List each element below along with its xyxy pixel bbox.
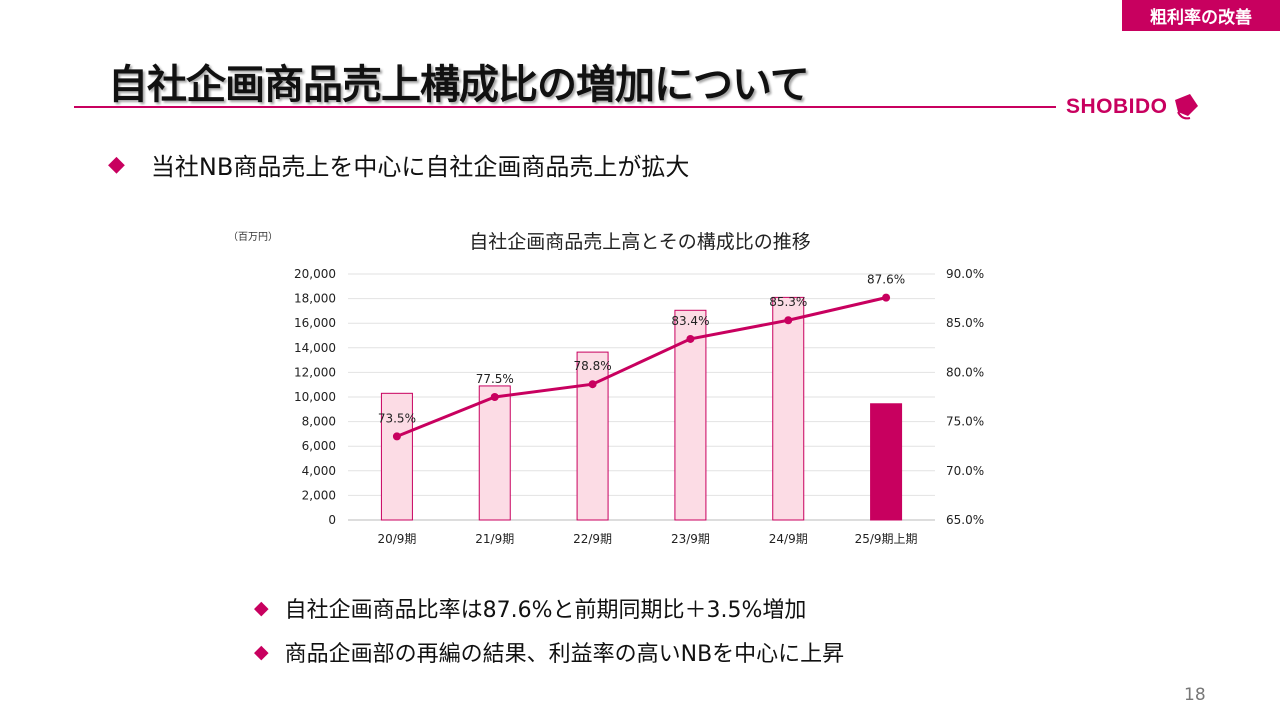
y-left-tick-label: 14,000 [294, 341, 336, 355]
ratio-point [490, 393, 499, 401]
chart-bar [380, 392, 413, 521]
y-right-tick-label: 75.0% [946, 415, 984, 429]
ratio-line [396, 296, 887, 438]
x-tick-label: 24/9期 [769, 532, 808, 546]
y-right-tick-label: 65.0% [946, 513, 984, 527]
chart-bar [772, 296, 805, 521]
y-left-tick-label: 20,000 [294, 267, 336, 281]
y-left-tick-label: 8,000 [302, 415, 336, 429]
chart-bar [478, 385, 511, 521]
ratio-data-label: 77.5% [476, 372, 514, 386]
diamond-bullet-icon: ◆ [254, 597, 269, 619]
y-left-tick-label: 6,000 [302, 439, 336, 453]
logo-text: SHOBIDO [1066, 95, 1168, 118]
logo-leaf-icon [1174, 94, 1198, 120]
y-left-tick-label: 18,000 [294, 292, 336, 306]
ratio-data-label: 78.8% [574, 359, 612, 373]
x-tick-label: 21/9期 [475, 532, 514, 546]
x-tick-label: 23/9期 [671, 532, 710, 546]
y-right-tick-label: 85.0% [946, 316, 984, 330]
y-left-tick-label: 10,000 [294, 390, 336, 404]
page-title: 自社企画商品売上構成比の増加について [108, 62, 810, 108]
title-divider [74, 106, 1056, 108]
x-tick-label: 25/9期上期 [855, 532, 918, 546]
chart-bar [870, 403, 903, 521]
y-left-tick-label: 12,000 [294, 365, 336, 379]
y-left-tick-label: 16,000 [294, 316, 336, 330]
chart-title: 自社企画商品売上高とその構成比の推移 [469, 231, 810, 253]
headline-bullet: ◆ 当社NB商品売上を中心に自社企画商品売上が拡大 [108, 147, 689, 182]
y-right-tick-label: 70.0% [946, 464, 984, 478]
ratio-point [784, 316, 793, 325]
ratio-data-label: 87.6% [867, 273, 905, 287]
headline-text: 当社NB商品売上を中心に自社企画商品売上が拡大 [150, 153, 690, 181]
diamond-bullet-icon: ◆ [108, 152, 125, 177]
y-right-tick-label: 80.0% [946, 365, 984, 379]
ratio-data-label: 73.5% [378, 411, 416, 425]
chart-unit-label: （百万円） [228, 231, 278, 243]
company-logo: SHOBIDO [1066, 92, 1200, 122]
section-tag: 粗利率の改善 [1122, 0, 1280, 31]
ratio-point [882, 293, 891, 302]
y-left-tick-label: 2,000 [302, 488, 336, 502]
ratio-point [686, 334, 695, 343]
summary-bullet-2: ◆ 商品企画部の再編の結果、利益率の高いNBを中心に上昇 [254, 636, 844, 668]
y-left-tick-label: 0 [328, 513, 336, 527]
ratio-data-label: 85.3% [769, 295, 807, 309]
ratio-point [588, 380, 597, 389]
ratio-data-label: 83.4% [671, 314, 709, 328]
page-number: 18 [1184, 685, 1206, 705]
y-right-tick-label: 90.0% [946, 267, 984, 281]
x-tick-label: 22/9期 [573, 532, 612, 546]
x-tick-label: 20/9期 [377, 532, 416, 546]
ratio-point [392, 432, 401, 441]
chart-bar [576, 351, 609, 521]
summary-text-2: 商品企画部の再編の結果、利益率の高いNBを中心に上昇 [284, 642, 845, 667]
summary-text-1: 自社企画商品比率は87.6%と前期同期比＋3.5%増加 [284, 598, 807, 623]
y-left-tick-label: 4,000 [302, 464, 336, 478]
summary-bullet-1: ◆ 自社企画商品比率は87.6%と前期同期比＋3.5%増加 [254, 592, 806, 624]
diamond-bullet-icon: ◆ [254, 641, 269, 663]
